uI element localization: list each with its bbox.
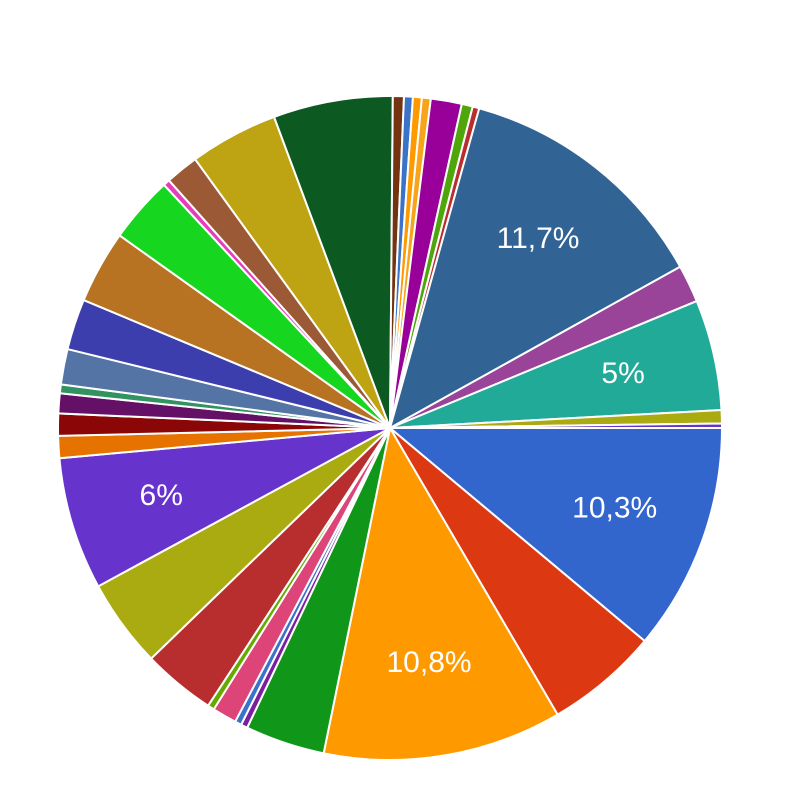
pie-slice xyxy=(58,427,391,588)
pie-slice xyxy=(388,106,682,431)
pie-slice xyxy=(389,422,724,429)
slice-label: 11,7% xyxy=(497,222,580,255)
slice-label: 5% xyxy=(601,357,644,390)
pie-slice xyxy=(387,427,724,643)
pie-slice xyxy=(322,425,559,761)
slice-label: 10,8% xyxy=(386,646,471,679)
slice-label: 10,3% xyxy=(572,492,657,525)
slice-label: 6% xyxy=(140,479,183,512)
